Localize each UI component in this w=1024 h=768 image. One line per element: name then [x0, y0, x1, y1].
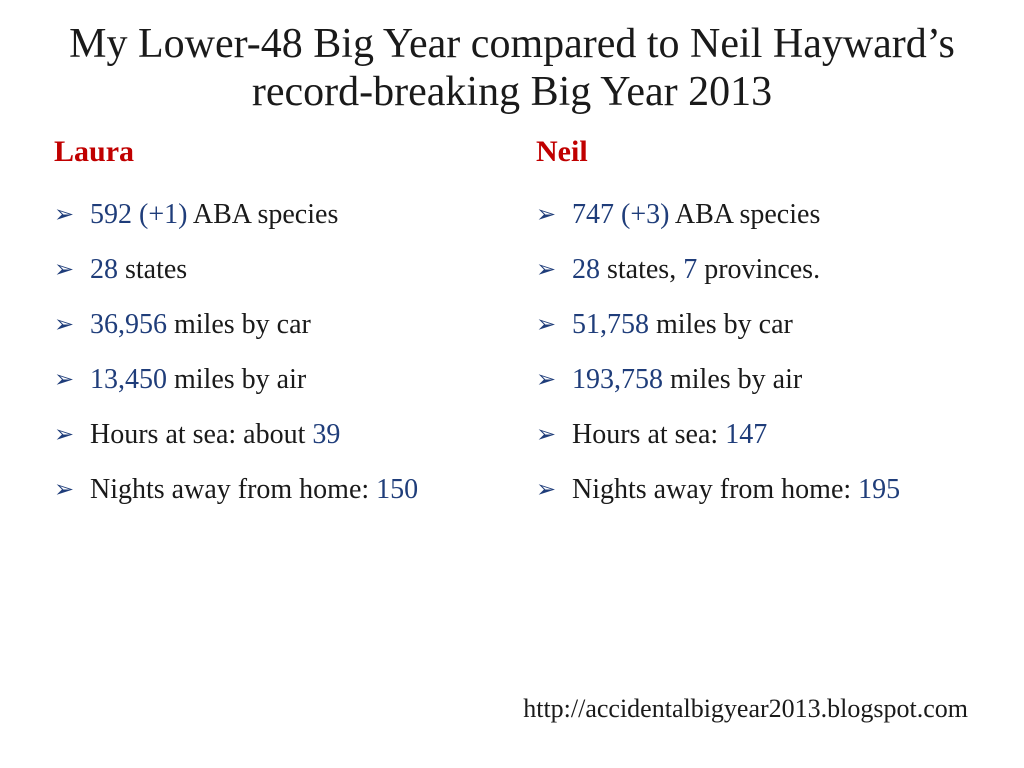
bullet-icon: ➢ [54, 365, 90, 395]
list-item: ➢747 (+3) ABA species [536, 197, 974, 232]
footer-url: http://accidentalbigyear2013.blogspot.co… [523, 694, 968, 724]
bullet-icon: ➢ [54, 420, 90, 450]
stat-text: Nights away from home: [572, 474, 858, 505]
stat-number: 36,956 [90, 309, 167, 340]
list-item: ➢13,450 miles by air [54, 362, 492, 397]
list-item: ➢28 states [54, 252, 492, 287]
stat-text: Hours at sea: [572, 419, 725, 450]
column-name-laura: Laura [50, 135, 492, 169]
column-neil: Neil ➢747 (+3) ABA species➢28 states, 7 … [532, 135, 974, 527]
stat-number: 51,758 [572, 309, 649, 340]
stat-text: ABA species [187, 199, 338, 230]
stat-text: Nights away from home: [90, 474, 376, 505]
stat-number: 147 [725, 419, 767, 450]
bullet-icon: ➢ [54, 310, 90, 340]
list-item: ➢Nights away from home: 195 [536, 472, 974, 507]
bullet-icon: ➢ [54, 255, 90, 285]
bullet-icon: ➢ [536, 200, 572, 230]
list-item: ➢592 (+1) ABA species [54, 197, 492, 232]
stat-number: 193,758 [572, 364, 663, 395]
stat-text: provinces. [697, 254, 820, 285]
list-item: ➢28 states, 7 provinces. [536, 252, 974, 287]
stat-number: 7 [683, 254, 697, 285]
stat-text: Hours at sea: about [90, 419, 312, 450]
comparison-columns: Laura ➢592 (+1) ABA species➢28 states➢36… [50, 135, 974, 527]
column-laura: Laura ➢592 (+1) ABA species➢28 states➢36… [50, 135, 492, 527]
list-item: ➢36,956 miles by car [54, 307, 492, 342]
column-name-neil: Neil [532, 135, 974, 169]
stat-text: states [118, 254, 187, 285]
list-item: ➢193,758 miles by air [536, 362, 974, 397]
stat-text: miles by car [167, 309, 311, 340]
stats-list-neil: ➢747 (+3) ABA species➢28 states, 7 provi… [532, 197, 974, 507]
stat-number: 195 [858, 474, 900, 505]
stat-text: ABA species [669, 199, 820, 230]
page-title: My Lower-48 Big Year compared to Neil Ha… [50, 20, 974, 117]
stat-number: 39 [312, 419, 340, 450]
stat-number: 28 [90, 254, 118, 285]
bullet-icon: ➢ [536, 475, 572, 505]
list-item: ➢51,758 miles by car [536, 307, 974, 342]
stats-list-laura: ➢592 (+1) ABA species➢28 states➢36,956 m… [50, 197, 492, 507]
stat-number: 592 (+1) [90, 199, 187, 230]
stat-number: 28 [572, 254, 600, 285]
list-item: ➢Nights away from home: 150 [54, 472, 492, 507]
stat-number: 150 [376, 474, 418, 505]
stat-number: 13,450 [90, 364, 167, 395]
stat-text: states, [600, 254, 683, 285]
stat-text: miles by car [649, 309, 793, 340]
bullet-icon: ➢ [54, 475, 90, 505]
stat-number: 747 (+3) [572, 199, 669, 230]
bullet-icon: ➢ [536, 310, 572, 340]
bullet-icon: ➢ [536, 420, 572, 450]
bullet-icon: ➢ [54, 200, 90, 230]
stat-text: miles by air [167, 364, 306, 395]
bullet-icon: ➢ [536, 365, 572, 395]
list-item: ➢Hours at sea: about 39 [54, 417, 492, 452]
stat-text: miles by air [663, 364, 802, 395]
list-item: ➢Hours at sea: 147 [536, 417, 974, 452]
bullet-icon: ➢ [536, 255, 572, 285]
